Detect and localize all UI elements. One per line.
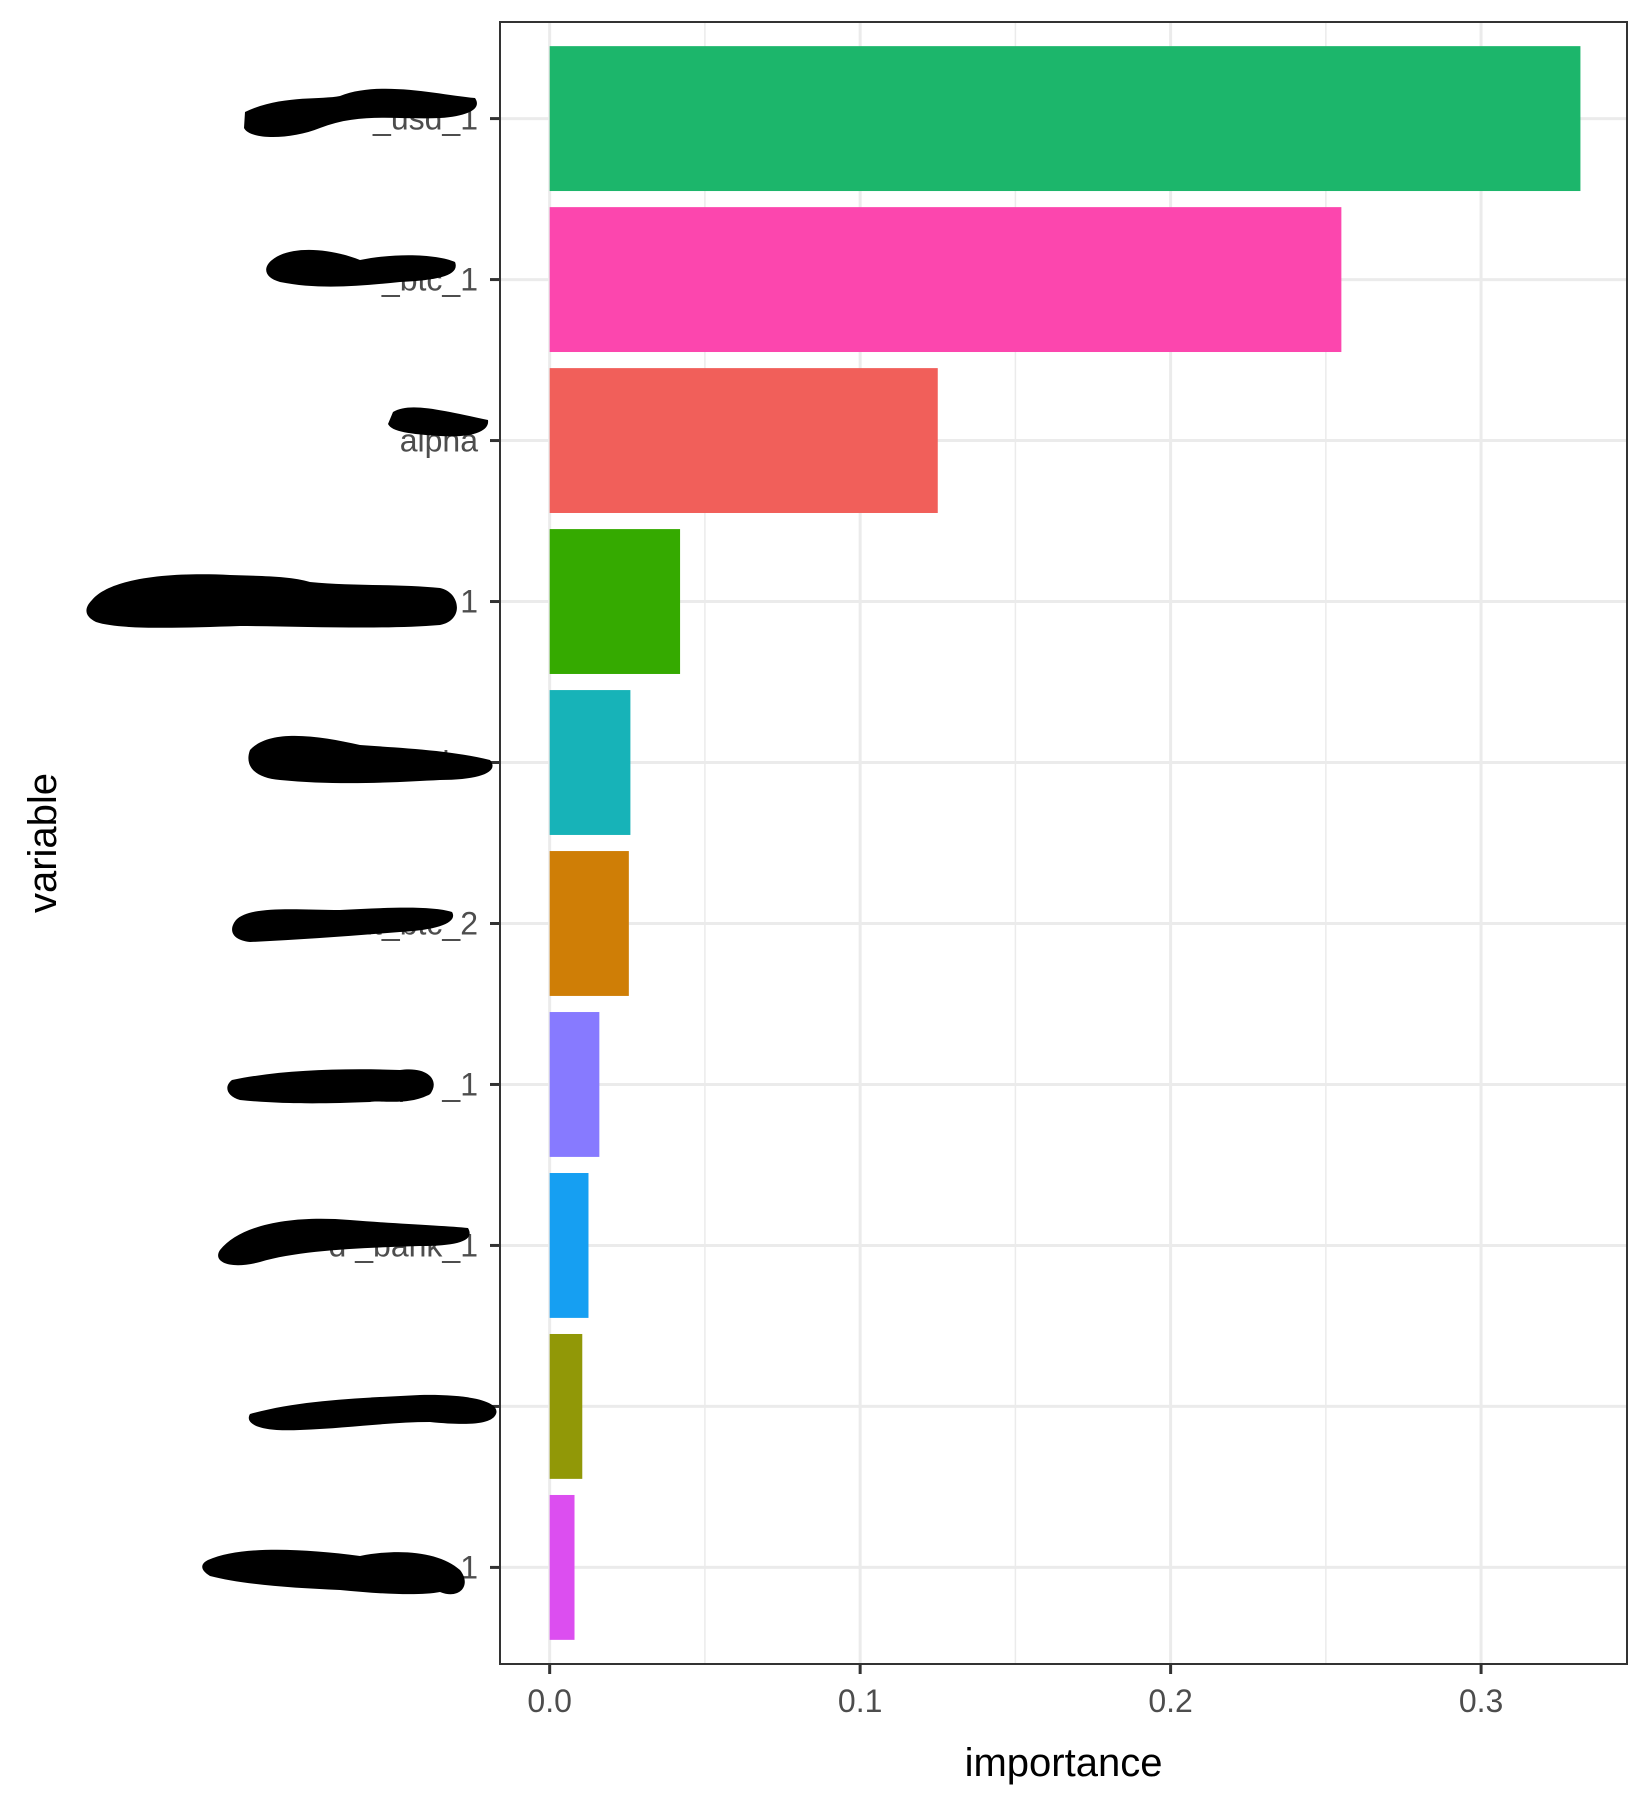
bars [549,46,1581,1640]
bar-7 [549,1173,589,1318]
x-tick-labels: 0.0 0.1 0.2 0.3 [527,1683,1503,1719]
x-tick-label: 0.0 [527,1683,571,1719]
x-tick-label: 0.3 [1459,1683,1503,1719]
plot-panel-border [499,21,1628,1665]
redaction-marks [86,88,497,1595]
bar-9 [549,1494,575,1640]
bar-0 [549,46,1581,192]
y-axis-title: variable [21,773,65,913]
bar-4 [549,690,631,835]
x-tick-label: 0.2 [1148,1683,1192,1719]
redaction-mark-8 [248,1394,497,1431]
bar-8 [549,1333,583,1479]
redaction-mark-3 [86,574,457,628]
bar-2 [549,368,938,513]
bar-3 [549,529,681,674]
redaction-mark-7 [218,1218,470,1266]
redaction-mark-0 [244,88,477,137]
x-axis-title: importance [965,1741,1163,1785]
bar-1 [549,207,1342,353]
bar-5 [549,851,629,996]
redaction-mark-4 [248,735,493,784]
y-tick-labels: _usd_1_btc_1alphaa 1baount_btc_2pe _1d _… [320,101,479,1586]
redaction-mark-2 [388,407,489,437]
redaction-mark-6 [227,1069,434,1104]
redaction-mark-1 [266,249,456,287]
redaction-mark-9 [202,1549,465,1595]
x-tick-label: 0.1 [838,1683,882,1719]
redaction-mark-5 [232,907,454,942]
bar-6 [549,1012,600,1157]
